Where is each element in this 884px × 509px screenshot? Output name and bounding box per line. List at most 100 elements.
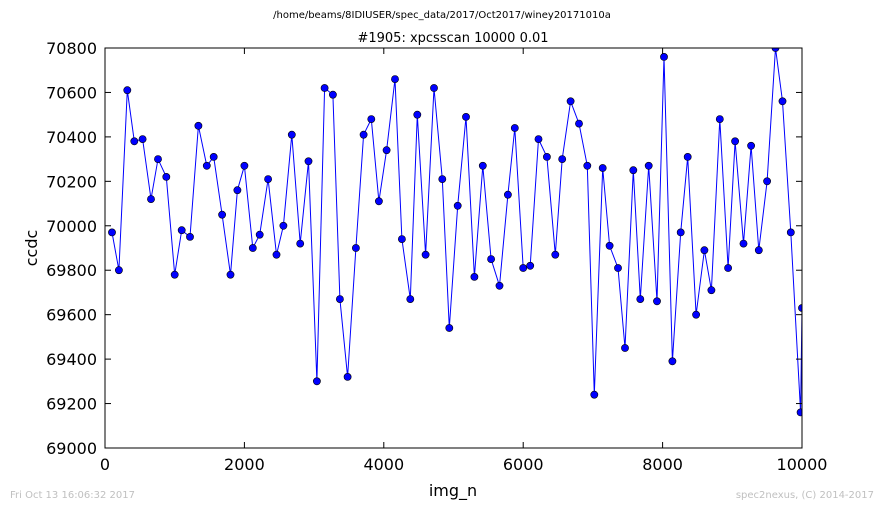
data-point [707, 286, 716, 295]
data-point [668, 357, 677, 366]
data-point [583, 161, 592, 170]
data-point [566, 97, 575, 106]
data-point [397, 235, 406, 243]
data-point [590, 390, 599, 399]
data-point [683, 152, 692, 161]
y-tick-label: 70200 [46, 172, 97, 191]
data-point [629, 166, 638, 175]
y-tick-label: 69400 [46, 350, 97, 369]
data-point [406, 295, 415, 303]
data-point [226, 270, 235, 279]
data-point [391, 75, 399, 83]
axis-ticks: 0 2000 4000 6000 8000 10000 69000 69200 69400 696… [46, 39, 827, 474]
data-point [162, 172, 171, 181]
footer-timestamp: Fri Oct 13 16:06:32 2017 [10, 490, 135, 501]
data-point [724, 264, 732, 272]
data-point [255, 230, 264, 239]
scan-title: #1905: xpcsscan 10000 0.01 [357, 31, 548, 46]
data-point [320, 84, 329, 92]
data-point [279, 221, 288, 230]
y-axis-label: ccdc [22, 230, 41, 267]
data-point [382, 146, 391, 155]
data-point [296, 239, 305, 248]
data-point [798, 304, 802, 312]
data-point [700, 246, 709, 255]
data-point [421, 250, 430, 259]
data-point [676, 228, 685, 237]
axes-frame [104, 47, 803, 449]
footer-credit: spec2nexus, (C) 2014-2017 [736, 490, 874, 501]
data-point [526, 261, 535, 270]
data-point [209, 152, 218, 161]
data-point [487, 255, 495, 263]
data-point [605, 241, 614, 250]
y-tick-label: 70600 [46, 83, 97, 102]
data-point [438, 175, 447, 183]
file-path-title: /home/beams/8IDIUSER/spec_data/2017/Oct2… [273, 10, 611, 21]
x-tick-label: 0 [100, 455, 110, 474]
data-point [170, 270, 179, 279]
data-point [621, 344, 629, 352]
data-point [367, 115, 376, 123]
data-point [754, 246, 763, 255]
x-tick-label: 8000 [642, 455, 683, 474]
data-point [177, 226, 186, 235]
series-line [111, 48, 802, 413]
data-point [747, 141, 755, 150]
data-point [495, 281, 504, 290]
data-point [510, 124, 519, 132]
data-point [445, 324, 454, 332]
x-axis-label: img_n [429, 481, 477, 501]
x-tick-label: 4000 [363, 455, 404, 474]
data-point [614, 264, 622, 272]
data-point [786, 228, 795, 237]
data-point [351, 244, 360, 252]
data-point [796, 408, 802, 417]
data-point [154, 155, 162, 163]
y-tick-label: 70800 [46, 39, 97, 58]
data-point [248, 244, 257, 252]
data-point [147, 195, 155, 203]
y-tick-label: 69800 [46, 261, 97, 280]
data-point [240, 161, 249, 170]
data-point [660, 53, 668, 61]
data-point [374, 197, 383, 206]
y-tick-label: 70000 [46, 217, 97, 236]
data-point [108, 228, 116, 237]
data-point [194, 121, 203, 130]
data-point [413, 110, 422, 119]
data-point [478, 161, 487, 170]
data-point [272, 250, 281, 259]
data-point [739, 239, 748, 248]
y-tick-label: 70400 [46, 128, 97, 147]
data-point [328, 90, 337, 99]
data-point [503, 190, 512, 199]
x-tick-label: 6000 [503, 455, 544, 474]
y-tick-label: 69000 [46, 439, 97, 458]
data-point [778, 97, 787, 106]
data-point [453, 201, 462, 210]
data-point [130, 137, 139, 146]
plot-area [108, 48, 802, 417]
data-point [186, 232, 194, 241]
data-point [312, 377, 321, 386]
data-point [138, 135, 147, 143]
data-point [715, 115, 724, 123]
data-point [763, 177, 771, 186]
data-point [233, 186, 242, 195]
data-point [430, 84, 438, 92]
data-point [636, 295, 645, 303]
data-point [202, 161, 211, 170]
data-point [304, 157, 313, 166]
y-tick-label: 69600 [46, 306, 97, 325]
data-point [644, 161, 653, 170]
data-point [343, 372, 352, 381]
data-point [123, 86, 132, 95]
x-tick-label: 2000 [224, 455, 265, 474]
data-point [359, 130, 368, 139]
data-point [470, 272, 479, 281]
data-point [462, 113, 470, 121]
data-point [335, 295, 344, 303]
data-point [692, 310, 700, 319]
